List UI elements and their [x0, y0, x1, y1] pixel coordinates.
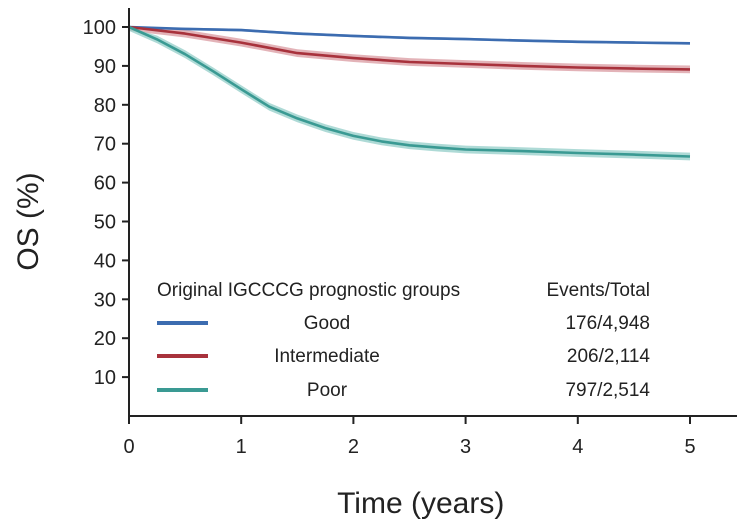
y-axis-title: OS (%) [12, 172, 45, 270]
axes [128, 8, 737, 417]
survival-curves [128, 25, 691, 158]
x-tick-label: 1 [236, 436, 247, 458]
survival-line-intermediate [128, 25, 691, 71]
x-tick-label: 2 [348, 436, 359, 458]
x-tick-label: 4 [572, 436, 583, 458]
legend-events-good: 176/4,948 [565, 313, 650, 334]
legend-events-poor: 797/2,514 [565, 380, 650, 401]
x-tick-label: 5 [684, 436, 695, 458]
x-tick-label: 3 [460, 436, 471, 458]
legend-label-good: Good [304, 313, 350, 334]
x-ticks: 0 1 2 3 4 5 [123, 416, 696, 458]
survival-line-poor [128, 25, 691, 158]
legend-label-poor: Poor [307, 380, 348, 401]
confidence-bands [129, 27, 690, 161]
x-axis-title: Time (years) [337, 487, 504, 520]
legend: Original IGCCCG prognostic groups Events… [157, 280, 650, 401]
y-tick-label: 100 [83, 17, 116, 39]
ci-band-intermediate [129, 27, 690, 74]
ci-band-poor [129, 27, 690, 161]
legend-title: Original IGCCCG prognostic groups [157, 280, 460, 301]
y-tick-label: 70 [94, 134, 116, 156]
legend-events-header: Events/Total [547, 280, 651, 301]
y-tick-label: 30 [94, 289, 116, 311]
y-tick-label: 20 [94, 328, 116, 350]
y-tick-label: 50 [94, 212, 116, 234]
y-tick-label: 40 [94, 250, 116, 272]
survival-line-good [128, 25, 691, 45]
legend-label-intermediate: Intermediate [274, 346, 380, 367]
y-tick-label: 80 [94, 95, 116, 117]
y-tick-label: 60 [94, 173, 116, 195]
x-tick-label: 0 [123, 436, 134, 458]
y-tick-label: 10 [94, 367, 116, 389]
legend-events-intermediate: 206/2,114 [567, 346, 651, 367]
y-ticks: 10 20 30 40 50 60 70 80 90 100 [83, 17, 129, 389]
y-tick-label: 90 [94, 56, 116, 78]
